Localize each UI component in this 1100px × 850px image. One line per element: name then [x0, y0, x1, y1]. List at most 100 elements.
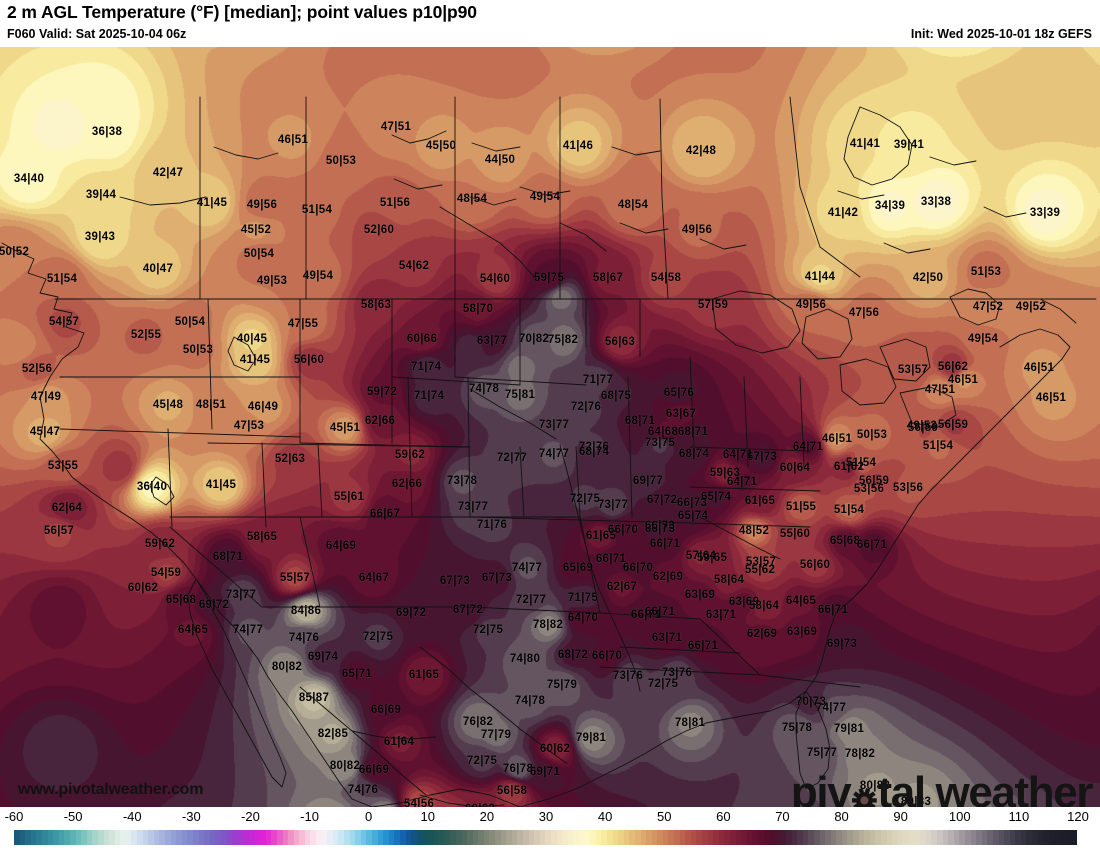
point-value-label: 66|70 [607, 524, 639, 536]
colorbar-swatch [953, 830, 960, 845]
point-value-label: 52|55 [130, 329, 162, 341]
colorbar-swatch [165, 830, 171, 845]
point-value-label: 63|69 [684, 589, 716, 601]
point-value-label: 50|52 [0, 246, 30, 258]
colorbar-swatch [847, 830, 854, 845]
point-value-label: 67|72 [646, 494, 678, 506]
colorbar-swatch [1048, 830, 1055, 845]
point-value-label: 62|66 [391, 478, 423, 490]
colorbar-swatch [674, 830, 680, 845]
point-value-label: 74|77 [538, 448, 570, 460]
point-value-label: 61|64 [383, 736, 415, 748]
colorbar-swatch [780, 830, 786, 845]
colorbar-swatch [483, 830, 490, 845]
point-value-label: 51|56 [379, 197, 411, 209]
point-value-label: 59|62 [394, 449, 426, 461]
colorbar-swatch [254, 830, 261, 845]
colorbar-swatch [578, 830, 585, 845]
point-value-label: 45|51 [329, 422, 361, 434]
point-value-label: 36|40 [136, 481, 168, 493]
point-value-label: 56|60 [293, 354, 325, 366]
colorbar-swatch [355, 830, 361, 845]
point-value-label: 33|39 [1029, 207, 1061, 219]
point-value-label: 56|62 [937, 361, 969, 373]
colorbar-swatch [981, 830, 988, 845]
point-value-label: 59|62 [144, 538, 176, 550]
colorbar-swatch [511, 830, 518, 845]
colorbar-swatch [1054, 830, 1061, 845]
point-value-label: 57|64 [685, 550, 717, 562]
point-value-label: 46|51 [947, 374, 979, 386]
colorbar-swatch [534, 830, 540, 845]
point-value-label: 51|54 [46, 273, 78, 285]
colorbar-tick-label: 120 [1067, 809, 1089, 824]
colorbar-swatch [53, 830, 59, 845]
point-value-label: 68|71 [624, 415, 656, 427]
colorbar-swatch [1043, 830, 1049, 845]
point-value-label: 51|54 [301, 204, 333, 216]
point-value-label: 78|82 [844, 748, 876, 760]
point-value-label: 48|51 [195, 399, 227, 411]
point-value-label: 60|64 [779, 462, 811, 474]
colorbar[interactable]: -60 -50 -40 -30 -20 -10 0 10 20 30 40 50 60 70 80 90 100… [0, 807, 1100, 850]
point-value-label: 54|62 [398, 260, 430, 272]
point-value-label: 66|73 [644, 520, 676, 532]
colorbar-swatch [193, 830, 199, 845]
colorbar-swatch [545, 830, 551, 845]
colorbar-swatch [646, 830, 652, 845]
colorbar-swatch [332, 830, 339, 845]
colorbar-swatch [293, 830, 300, 845]
point-value-label: 80|83 [900, 796, 932, 807]
colorbar-swatch [209, 830, 216, 845]
point-value-label: 45|50 [425, 140, 457, 152]
colorbar-swatch [629, 830, 635, 845]
colorbar-swatch [875, 830, 882, 845]
colorbar-swatch [377, 830, 384, 845]
colorbar-swatch [959, 830, 965, 845]
point-value-label: 72|75 [466, 755, 498, 767]
point-value-label: 48|54 [456, 193, 488, 205]
point-value-label: 49|54 [529, 191, 561, 203]
point-value-label: 72|77 [496, 452, 528, 464]
colorbar-swatch [668, 830, 675, 845]
point-value-label: 64|71 [726, 476, 758, 488]
point-value-label: 53|55 [47, 460, 79, 472]
colorbar-swatch [640, 830, 647, 845]
colorbar-swatch [237, 830, 244, 845]
point-value-label: 69|72 [395, 607, 427, 619]
point-value-label: 73|78 [446, 475, 478, 487]
colorbar-swatch [690, 830, 697, 845]
point-value-label: 64|68 [647, 426, 679, 438]
point-value-label: 68|71 [677, 426, 709, 438]
colorbar-swatch [925, 830, 932, 845]
colorbar-swatch [444, 830, 451, 845]
point-value-label: 64|69 [325, 540, 357, 552]
colorbar-swatch [1004, 830, 1010, 845]
point-value-label: 53|57 [897, 364, 929, 376]
colorbar-tick-label: -40 [122, 809, 142, 824]
colorbar-tick-label: 0 [365, 809, 373, 824]
point-value-label: 75|77 [806, 747, 838, 759]
point-value-label: 73|77 [457, 501, 489, 513]
point-value-label: 68|74 [678, 448, 710, 460]
colorbar-swatch [416, 830, 423, 845]
point-value-label: 80|82 [329, 760, 361, 772]
colorbar-swatch [976, 830, 982, 845]
point-value-label: 71|75 [567, 592, 599, 604]
colorbar-swatch [204, 830, 210, 845]
point-value-label: 66|70 [622, 562, 654, 574]
colorbar-swatch [1065, 830, 1072, 845]
colorbar-tick-label: 80 [834, 809, 849, 824]
temperature-map[interactable]: 36|38 46|51 34|40 42|47 39|44 41|45 49|56 51|54… [0, 47, 1100, 807]
point-value-label: 64|70 [567, 612, 599, 624]
point-value-label: 71|74 [413, 390, 445, 402]
point-value-label: 49|52 [1015, 301, 1047, 313]
colorbar-swatch [813, 830, 820, 845]
point-value-label: 84|86 [290, 605, 322, 617]
point-value-label: 34|39 [874, 200, 906, 212]
point-value-label: 78|82 [532, 619, 564, 631]
point-value-label: 59|63 [709, 467, 741, 479]
point-value-label: 57|59 [697, 299, 729, 311]
colorbar-swatch [1009, 830, 1016, 845]
colorbar-swatch [411, 830, 417, 845]
